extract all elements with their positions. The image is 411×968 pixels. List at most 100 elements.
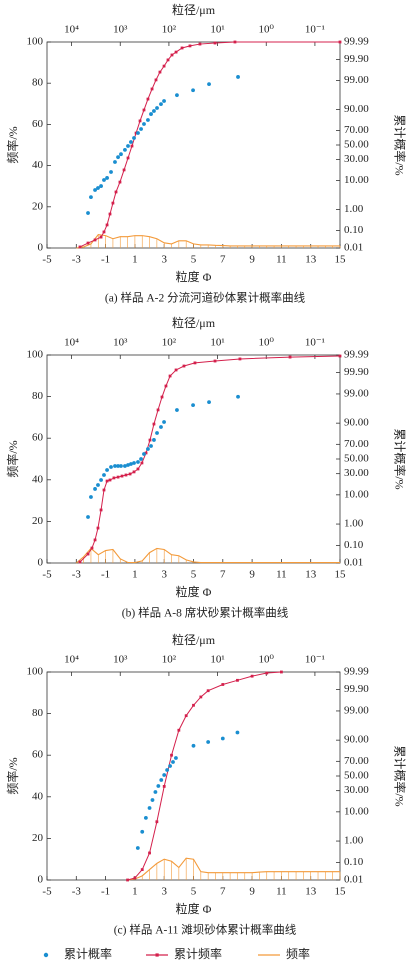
y2-tick-label: 99.90 bbox=[344, 366, 369, 378]
dot-marker bbox=[191, 88, 195, 93]
square-marker bbox=[154, 78, 158, 82]
x-tick-label: -3 bbox=[72, 254, 82, 266]
square-marker bbox=[168, 374, 172, 378]
y-tick-label: 40 bbox=[32, 473, 44, 485]
dot-marker bbox=[132, 461, 136, 465]
y2-tick-label: 50.00 bbox=[344, 453, 369, 465]
square-marker bbox=[174, 368, 178, 372]
y2-tick-label: 30.00 bbox=[344, 153, 369, 165]
y2-tick-label: 0.01 bbox=[344, 557, 363, 569]
y-tick-label: 100 bbox=[27, 36, 44, 48]
square-marker bbox=[124, 473, 128, 477]
legend-swatch-marker bbox=[155, 953, 159, 957]
x-tick-label: 13 bbox=[305, 254, 317, 266]
square-marker bbox=[126, 156, 130, 160]
dot-marker bbox=[152, 109, 156, 113]
x-tick-label: 15 bbox=[335, 886, 347, 898]
y-axis-label: 频率/% bbox=[5, 126, 20, 163]
x2-tick-label: 10¹ bbox=[210, 24, 224, 36]
y2-tick-label: 30.00 bbox=[344, 467, 369, 479]
square-marker bbox=[136, 467, 140, 471]
x-tick-label: 15 bbox=[335, 569, 347, 581]
x-tick-label: 11 bbox=[276, 569, 287, 581]
dot-marker bbox=[191, 743, 196, 748]
dot-marker bbox=[165, 768, 170, 772]
square-marker bbox=[99, 235, 103, 239]
square-marker bbox=[233, 40, 237, 44]
y-tick-label: 20 bbox=[32, 200, 44, 212]
y2-tick-label: 0.10 bbox=[344, 856, 364, 868]
dot-marker bbox=[175, 408, 179, 412]
x-tick-label: 9 bbox=[249, 886, 255, 898]
square-marker bbox=[142, 108, 146, 112]
x-tick-label: -1 bbox=[101, 886, 110, 898]
square-marker bbox=[250, 674, 254, 678]
dot-marker bbox=[171, 760, 175, 764]
dot-marker bbox=[139, 127, 143, 131]
dot-marker bbox=[146, 447, 150, 451]
y2-tick-label: 90.00 bbox=[344, 734, 369, 746]
dot-marker bbox=[129, 140, 133, 144]
dot-marker bbox=[207, 400, 211, 405]
square-marker bbox=[156, 408, 160, 412]
square-marker bbox=[78, 245, 82, 249]
square-marker bbox=[265, 671, 269, 675]
square-marker bbox=[236, 678, 239, 682]
x2-tick-label: 10⁴ bbox=[64, 654, 79, 666]
cumulative-line bbox=[127, 671, 282, 881]
legend-label: 累计频率 bbox=[174, 946, 222, 961]
x-tick-label: 11 bbox=[276, 254, 287, 266]
y2-tick-label: 99.00 bbox=[344, 74, 369, 86]
y2-tick-label: 10.00 bbox=[344, 174, 369, 186]
dot-marker bbox=[105, 176, 109, 180]
cumulative-line bbox=[79, 355, 341, 563]
dot-marker bbox=[191, 403, 195, 408]
dot-marker bbox=[119, 152, 123, 157]
square-marker bbox=[112, 476, 116, 480]
square-marker bbox=[188, 44, 192, 48]
dot-marker bbox=[86, 515, 90, 519]
caption: (a) 样品 A-2 分流河道砂体累计概率曲线 bbox=[105, 291, 306, 305]
y-tick-label: 80 bbox=[32, 390, 44, 402]
square-marker bbox=[132, 470, 136, 474]
legend-label: 频率 bbox=[286, 946, 310, 961]
dot-marker bbox=[147, 806, 152, 810]
square-marker bbox=[238, 357, 242, 361]
square-marker bbox=[280, 670, 283, 674]
square-marker bbox=[160, 395, 164, 399]
square-marker bbox=[192, 703, 195, 707]
dot-marker bbox=[156, 784, 161, 788]
x-tick-label: 5 bbox=[191, 886, 197, 898]
dot-marker bbox=[235, 730, 240, 735]
x-tick-label: 3 bbox=[161, 886, 167, 898]
caption: (c) 样品 A-11 滩坝砂体累计概率曲线 bbox=[114, 923, 297, 937]
x-tick-label: 11 bbox=[276, 886, 287, 898]
y-tick-label: 0 bbox=[38, 557, 44, 569]
dot-marker bbox=[119, 464, 123, 468]
y-tick-label: 60 bbox=[32, 749, 44, 761]
y2-axis-label: 累计概率/% bbox=[392, 428, 407, 489]
square-marker bbox=[133, 876, 137, 880]
y2-tick-label: 70.00 bbox=[344, 124, 369, 136]
square-marker bbox=[93, 538, 97, 542]
square-marker bbox=[96, 526, 100, 530]
x-axis-label: 粒度 Φ bbox=[176, 584, 212, 599]
dot-marker bbox=[102, 178, 106, 182]
x2-tick-label: 10⁰ bbox=[259, 654, 275, 666]
square-marker bbox=[150, 87, 154, 91]
dot-marker bbox=[152, 438, 156, 442]
dot-marker bbox=[96, 483, 100, 487]
dot-marker bbox=[146, 118, 150, 122]
y-tick-label: 0 bbox=[38, 242, 44, 254]
x-axis-label: 粒度 Φ bbox=[176, 269, 212, 284]
dot-marker bbox=[135, 846, 140, 850]
y2-tick-label: 99.90 bbox=[344, 53, 369, 65]
x2-axis-label: 粒径/μm bbox=[172, 315, 216, 330]
y2-tick-label: 70.00 bbox=[344, 438, 369, 450]
frequency-line bbox=[127, 857, 340, 881]
x2-tick-label: 10⁻¹ bbox=[305, 337, 325, 349]
dot-marker bbox=[140, 829, 145, 834]
dot-marker bbox=[123, 464, 127, 468]
square-marker bbox=[134, 131, 138, 135]
y-tick-label: 40 bbox=[32, 159, 44, 171]
